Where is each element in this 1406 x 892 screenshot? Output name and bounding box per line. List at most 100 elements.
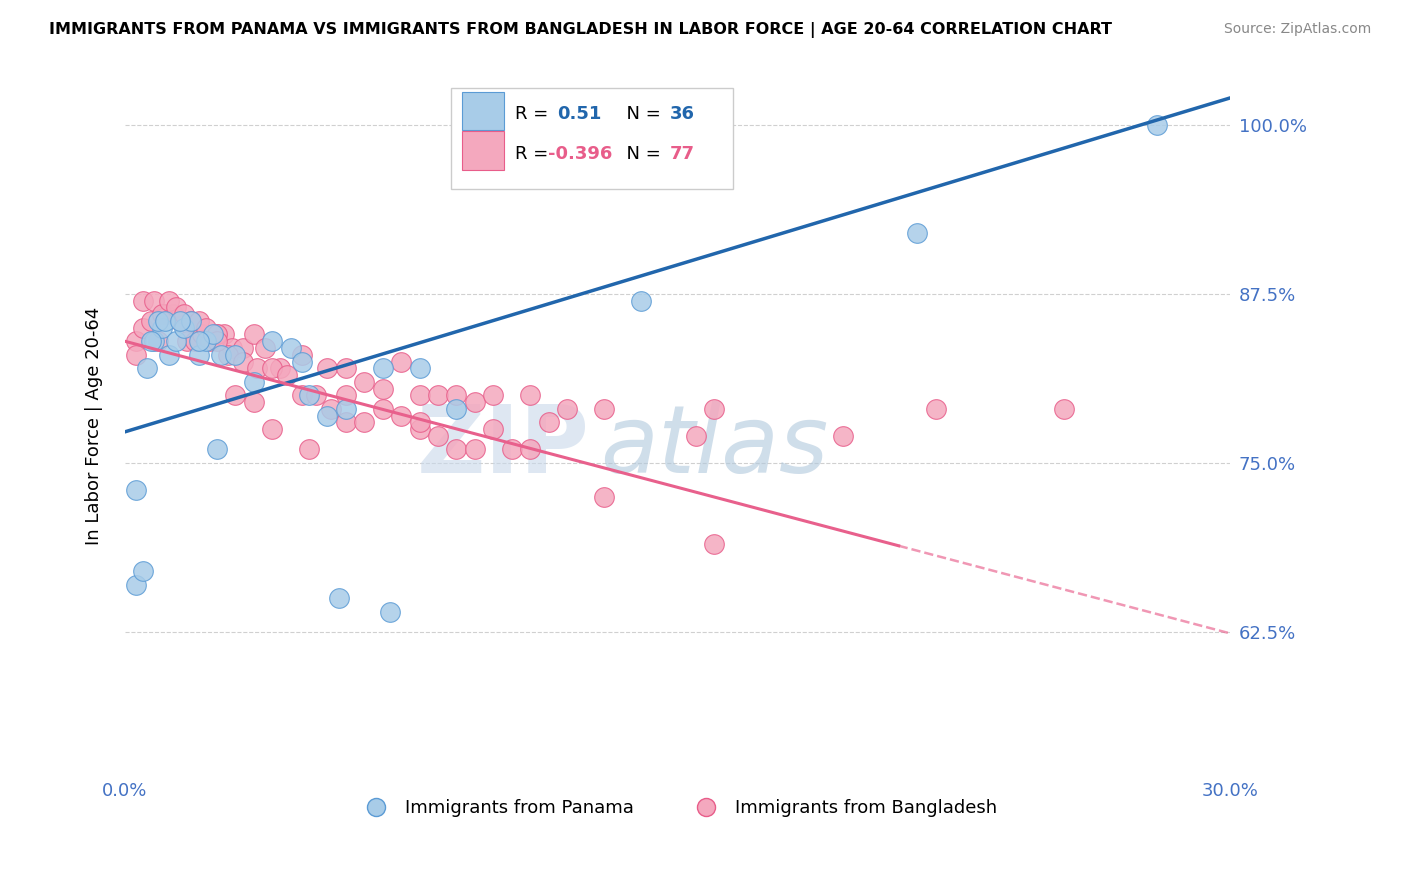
Point (125, 334, 148, 349)
Point (276, 368, 298, 382)
Point (427, 429, 450, 443)
Point (132, 564, 155, 578)
Text: 36: 36 (669, 105, 695, 123)
Point (353, 416, 375, 430)
Point (1053, 401, 1076, 416)
Point (169, 314, 191, 328)
Point (262, 422, 284, 436)
Point (703, 537, 725, 551)
Point (205, 327, 228, 342)
Point (592, 401, 614, 416)
Point (132, 320, 155, 334)
Point (155, 314, 177, 328)
Point (630, 293, 652, 308)
Point (464, 395, 486, 409)
Point (924, 401, 946, 416)
Point (335, 416, 357, 430)
Point (408, 361, 430, 376)
Point (262, 361, 284, 376)
Point (169, 314, 191, 328)
Point (125, 483, 148, 497)
Point (205, 334, 228, 349)
Point (832, 429, 855, 443)
Point (519, 388, 541, 402)
Point (371, 361, 394, 376)
Point (353, 375, 375, 389)
Point (155, 307, 177, 321)
Point (389, 409, 412, 423)
Point (205, 442, 228, 457)
Point (150, 320, 173, 334)
Point (136, 361, 159, 376)
Point (446, 401, 468, 416)
Point (335, 361, 357, 376)
Point (157, 348, 180, 362)
Text: Source: ZipAtlas.com: Source: ZipAtlas.com (1223, 22, 1371, 37)
Bar (463, 92, 503, 130)
Point (165, 334, 187, 349)
Point (427, 388, 450, 402)
Point (537, 416, 560, 430)
Point (139, 314, 162, 328)
Point (408, 422, 430, 436)
Point (243, 375, 266, 389)
Text: atlas: atlas (600, 401, 828, 492)
Point (157, 293, 180, 308)
Point (224, 348, 246, 362)
Point (132, 293, 155, 308)
Point (205, 327, 228, 342)
Text: 77: 77 (669, 145, 695, 163)
Point (143, 334, 166, 349)
Point (221, 341, 243, 355)
Text: N =: N = (614, 105, 666, 123)
Point (519, 442, 541, 457)
Point (214, 327, 236, 342)
Point (202, 327, 225, 342)
Point (905, 226, 928, 240)
Point (262, 334, 284, 349)
Point (482, 388, 505, 402)
Point (408, 388, 430, 402)
Point (187, 314, 209, 328)
Point (316, 409, 339, 423)
Point (316, 361, 339, 376)
Bar (463, 131, 503, 169)
Point (446, 442, 468, 457)
Point (1146, 118, 1168, 132)
Point (139, 334, 162, 349)
Point (191, 327, 214, 342)
Point (291, 348, 314, 362)
Point (194, 334, 217, 349)
Point (165, 301, 187, 315)
Point (232, 354, 254, 368)
Point (321, 401, 343, 416)
Point (146, 334, 169, 349)
Point (291, 388, 314, 402)
Point (685, 429, 707, 443)
Point (291, 354, 314, 368)
Text: -0.396: -0.396 (548, 145, 613, 163)
Point (555, 401, 578, 416)
Point (146, 314, 169, 328)
Point (180, 314, 202, 328)
Text: N =: N = (614, 145, 666, 163)
Point (464, 442, 486, 457)
Point (187, 348, 209, 362)
Point (143, 293, 166, 308)
Point (217, 348, 239, 362)
Point (298, 388, 321, 402)
Point (253, 341, 276, 355)
Point (150, 307, 173, 321)
Point (232, 341, 254, 355)
Point (209, 348, 232, 362)
Point (125, 348, 148, 362)
Point (243, 395, 266, 409)
Text: R =: R = (515, 145, 554, 163)
Point (378, 605, 401, 619)
Y-axis label: In Labor Force | Age 20-64: In Labor Force | Age 20-64 (86, 307, 103, 545)
Text: 0.51: 0.51 (557, 105, 602, 123)
Text: ZIP: ZIP (416, 401, 589, 492)
Point (335, 401, 357, 416)
Point (482, 422, 505, 436)
Text: R =: R = (515, 105, 554, 123)
